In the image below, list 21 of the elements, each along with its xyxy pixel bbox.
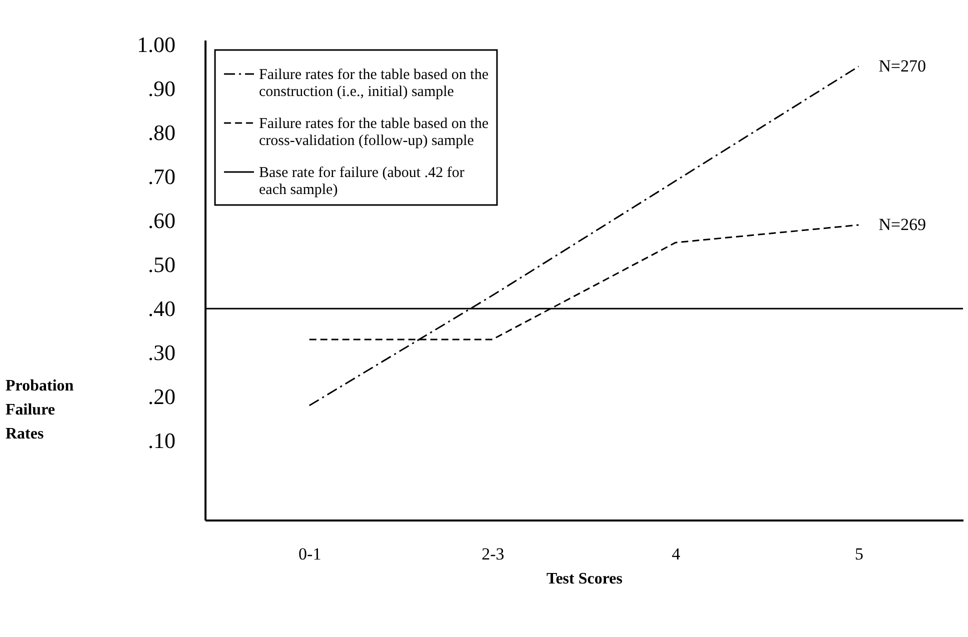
x-tick-label: 5 bbox=[854, 544, 864, 564]
y-tick-label: .40 bbox=[148, 296, 176, 322]
y-tick-label: .90 bbox=[148, 76, 176, 101]
y-axis-title: Probation Failure Rates bbox=[6, 378, 74, 442]
x-tick-label: 0-1 bbox=[298, 544, 322, 564]
y-tick-label: .20 bbox=[148, 384, 176, 410]
y-tick-label: .80 bbox=[148, 120, 176, 145]
y-tick-label: .30 bbox=[148, 340, 176, 366]
legend-label: Base rate for failure (about .42 for each sample) bbox=[259, 165, 464, 198]
y-tick-label: 1.00 bbox=[137, 32, 176, 57]
legend-label: Failure rates for the table based on the cross-validation (follow-up) sample bbox=[259, 116, 489, 149]
y-tick-label: .10 bbox=[148, 428, 176, 454]
x-tick-label: 4 bbox=[672, 544, 681, 564]
y-tick-label: .50 bbox=[148, 252, 176, 278]
x-axis-title: Test Scores bbox=[546, 570, 622, 588]
y-tick-label: .70 bbox=[148, 164, 176, 190]
y-tick-label: .60 bbox=[148, 208, 176, 234]
legend-label: Failure rates for the table based on the construction (i.e., initial) sample bbox=[259, 67, 489, 100]
annotation: N=269 bbox=[878, 214, 926, 234]
annotation: N=270 bbox=[878, 56, 926, 76]
x-tick-label: 2-3 bbox=[482, 544, 504, 564]
